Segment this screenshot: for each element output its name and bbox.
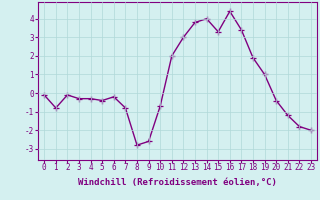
X-axis label: Windchill (Refroidissement éolien,°C): Windchill (Refroidissement éolien,°C)	[78, 178, 277, 187]
